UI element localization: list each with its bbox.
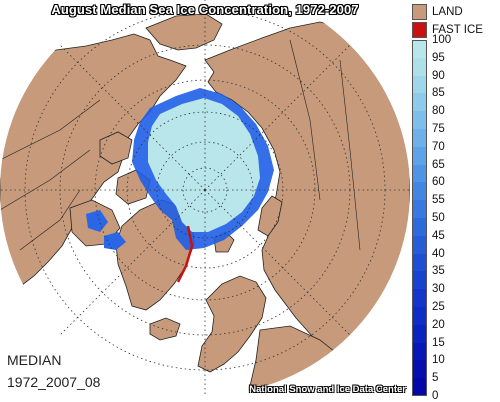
legend-ramp-step [412,307,427,326]
legend-tick-0: 0 [432,390,439,402]
legend-label-fast-ice: FAST ICE [432,24,483,36]
graticule [0,0,410,395]
period-label: 1972_2007_08 [7,374,101,390]
legend-ramp-step [412,129,427,148]
legend-tick-100: 100 [432,34,452,46]
legend-tick-45: 45 [432,229,445,242]
sea-ice-map: August Median Sea Ice Concentration, 197… [0,0,410,395]
legend-ramp-step [412,235,427,255]
median-label: MEDIAN [7,352,62,368]
legend-tick-90: 90 [432,69,445,82]
legend-ramp-step [412,342,427,361]
legend-tick-50: 50 [432,212,445,224]
land-iceland [149,317,181,341]
legend-label-land: LAND [432,6,463,18]
legend-tick-55: 55 [432,194,445,207]
legend-ramp-step [412,182,427,201]
legend-ramp-step [412,324,427,344]
legend-ramp-step [412,40,427,59]
legend-tick-70: 70 [432,140,445,153]
legend-ramp-step [412,271,427,290]
legend-ramp-step [412,164,427,183]
land-scandinavia [197,275,267,373]
legend-ramp-step [412,378,427,397]
polar-stereographic-map [0,0,410,395]
legend-tick-60: 60 [432,176,445,189]
land-novaya-zemlya [257,195,283,237]
legend-tick-40: 40 [432,247,445,260]
legend-swatch-land [412,4,427,20]
legend-ramp-step [412,146,427,166]
legend-ramp-step [412,93,427,112]
map-title: August Median Sea Ice Concentration, 197… [51,2,359,17]
legend-tick-30: 30 [432,283,445,296]
legend-tick-10: 10 [432,354,445,367]
admin-boundaries [0,39,361,251]
legend-ramp-step [412,111,427,130]
legend-ramp-step [412,200,427,219]
legend-ramp-step [412,75,427,94]
legend-tick-95: 95 [432,51,445,64]
legend-ramp-step [412,253,427,272]
legend-tick-75: 75 [432,123,445,135]
sea-ice-baffin [86,210,108,232]
legend-ramp-step [412,218,427,237]
legend-swatch-fast-ice [412,22,427,38]
sea-ice-hudson [104,232,126,250]
legend-tick-20: 20 [432,318,445,331]
sea-ice-core [148,98,260,232]
legend-ramp-step [412,57,427,77]
legend-tick-35: 35 [432,265,445,278]
credit-nsidc: National Snow and Ice Data Center [249,384,406,395]
land-canadian-archipelago-a [99,131,133,165]
legend-tick-15: 15 [432,336,445,349]
legend-ramp-step [412,289,427,308]
legend-ramp-step [412,360,427,379]
legend-tick-85: 85 [432,87,445,100]
land-alaska [145,13,223,51]
legend-tick-65: 65 [432,158,445,171]
legend-tick-5: 5 [432,372,439,385]
concentration-legend: LAND FAST ICE 100 95 90 85 80 75 70 65 60 55 50 45 40 3… [410,0,500,402]
legend-tick-80: 80 [432,105,445,118]
legend-tick-25: 25 [432,301,445,313]
